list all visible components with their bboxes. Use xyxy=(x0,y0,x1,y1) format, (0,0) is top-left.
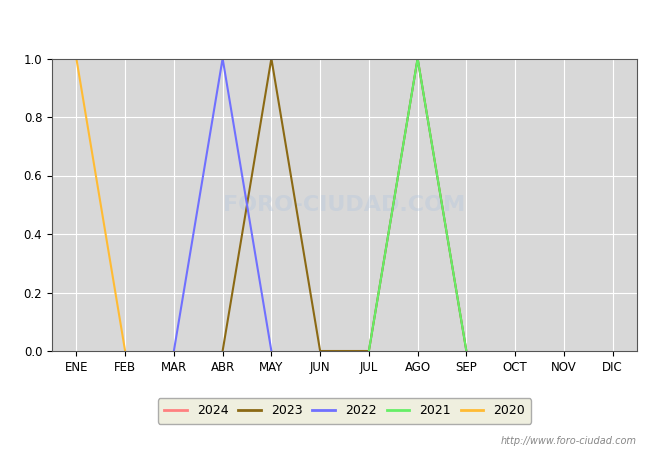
Legend: 2024, 2023, 2022, 2021, 2020: 2024, 2023, 2022, 2021, 2020 xyxy=(158,398,531,424)
Text: FORO-CIUDAD.COM: FORO-CIUDAD.COM xyxy=(224,195,465,215)
Text: Matriculaciones de Vehiculos en Albendea: Matriculaciones de Vehiculos en Albendea xyxy=(135,7,515,25)
Text: http://www.foro-ciudad.com: http://www.foro-ciudad.com xyxy=(501,436,637,446)
